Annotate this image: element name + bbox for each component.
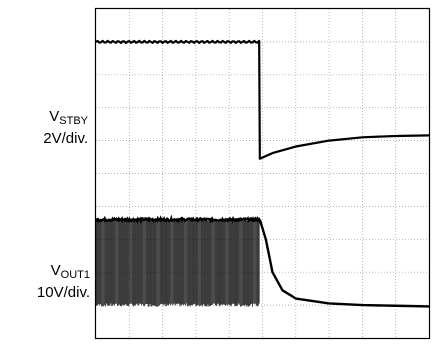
plot-frame: [94, 7, 431, 340]
scale-label: 10V/div.: [36, 284, 90, 301]
trace-vout1-decay: [258, 219, 430, 308]
trace-vstby: [95, 39, 430, 160]
scale-label: 2V/div.: [43, 130, 88, 147]
trace-vout1-switching: [95, 218, 260, 307]
channel-label-vstby: VSTBY 2V/div.: [0, 108, 88, 148]
trace-vout1-envelope: [95, 214, 261, 225]
signal-name: VOUT1: [50, 262, 90, 281]
channel-label-vout1: VOUT1 10V/div.: [0, 262, 90, 302]
signal-name: VSTBY: [49, 108, 88, 127]
traces: [95, 39, 430, 308]
grid: [96, 9, 429, 338]
